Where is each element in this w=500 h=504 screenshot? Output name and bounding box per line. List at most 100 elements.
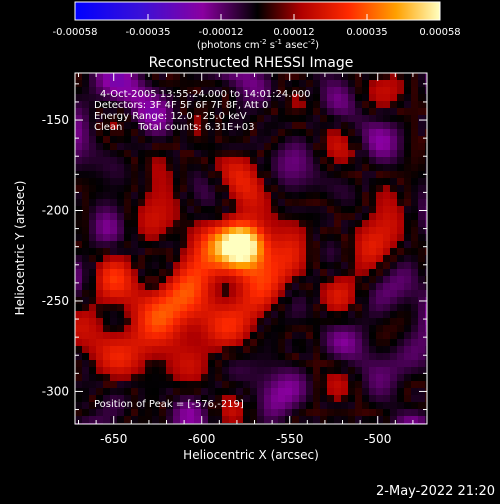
heatmap-cell [145, 402, 153, 410]
heatmap-cell [222, 332, 230, 340]
heatmap-cell [362, 402, 370, 410]
heatmap-cell [299, 388, 307, 396]
heatmap-cell [369, 318, 377, 326]
heatmap-cell [397, 325, 405, 333]
heatmap-cell [404, 311, 412, 319]
heatmap-cell [138, 185, 146, 193]
heatmap-cell [75, 185, 83, 193]
heatmap-cell [327, 367, 335, 375]
heatmap-cell [117, 248, 125, 256]
heatmap-cell [201, 290, 209, 298]
heatmap-cell [285, 241, 293, 249]
heatmap-cell [334, 255, 342, 263]
heatmap-cell [341, 150, 349, 158]
heatmap-cell [173, 178, 181, 186]
heatmap-cell [390, 276, 398, 284]
heatmap-cell [404, 276, 412, 284]
heatmap-cell [208, 94, 216, 102]
heatmap-cell [334, 248, 342, 256]
heatmap-cell [173, 234, 181, 242]
heatmap-cell [271, 332, 279, 340]
heatmap-cell [152, 87, 160, 95]
heatmap-cell [222, 206, 230, 214]
heatmap-cell [187, 374, 195, 382]
heatmap-cell [173, 374, 181, 382]
heatmap-cell [173, 262, 181, 270]
heatmap-cell [222, 297, 230, 305]
heatmap-cell [180, 101, 188, 109]
heatmap-cell [362, 150, 370, 158]
heatmap-cell [75, 122, 83, 130]
heatmap-cell [299, 297, 307, 305]
heatmap-cell [82, 269, 90, 277]
heatmap-cell [327, 304, 335, 312]
heatmap-cell [194, 367, 202, 375]
heatmap-cell [348, 248, 356, 256]
heatmap-cell [306, 255, 314, 263]
heatmap-cell [117, 346, 125, 354]
heatmap-cell [376, 143, 384, 151]
heatmap-cell [159, 353, 167, 361]
heatmap-cell [96, 227, 104, 235]
heatmap-cell [145, 311, 153, 319]
heatmap-cell [201, 283, 209, 291]
heatmap-cell [292, 157, 300, 165]
heatmap-cell [306, 157, 314, 165]
heatmap-cell [376, 213, 384, 221]
heatmap-cell [222, 164, 230, 172]
heatmap-cell [215, 395, 223, 403]
heatmap-cell [103, 122, 111, 130]
heatmap-cell [103, 164, 111, 172]
heatmap-cell [215, 269, 223, 277]
heatmap-cell [243, 276, 251, 284]
heatmap-cell [117, 227, 125, 235]
heatmap-cell [362, 192, 370, 200]
heatmap-cell [341, 367, 349, 375]
heatmap-cell [362, 164, 370, 172]
heatmap-cell [306, 213, 314, 221]
heatmap-cell [418, 129, 426, 137]
heatmap-cell [313, 311, 321, 319]
heatmap-cell [285, 150, 293, 158]
heatmap-cell [369, 346, 377, 354]
heatmap-cell [166, 395, 174, 403]
heatmap-cell [236, 339, 244, 347]
heatmap-cell [264, 206, 272, 214]
heatmap-cell [117, 150, 125, 158]
heatmap-cell [397, 157, 405, 165]
heatmap-cell [250, 73, 258, 81]
heatmap-cell [138, 297, 146, 305]
heatmap-cell [418, 73, 426, 81]
heatmap-cell [327, 164, 335, 172]
heatmap-cell [222, 367, 230, 375]
heatmap-cell [110, 192, 118, 200]
heatmap-cell [82, 178, 90, 186]
heatmap-cell [299, 73, 307, 81]
heatmap-cell [369, 220, 377, 228]
heatmap-cell [299, 402, 307, 410]
heatmap-cell [152, 199, 160, 207]
heatmap-cell [173, 213, 181, 221]
heatmap-cell [180, 164, 188, 172]
heatmap-cell [257, 255, 265, 263]
heatmap-cell [369, 409, 377, 417]
heatmap-cell [418, 192, 426, 200]
heatmap-cell [194, 409, 202, 417]
heatmap-cell [138, 318, 146, 326]
heatmap-cell [425, 157, 427, 165]
heatmap-cell [145, 374, 153, 382]
heatmap-cell [187, 297, 195, 305]
heatmap-cell [418, 269, 426, 277]
heatmap-cell [292, 220, 300, 228]
heatmap-cell [425, 402, 427, 410]
heatmap-cell [362, 206, 370, 214]
heatmap-cell [222, 325, 230, 333]
heatmap-cell [75, 164, 83, 172]
heatmap-cell [110, 213, 118, 221]
heatmap-cell [103, 87, 111, 95]
heatmap-cell [250, 395, 258, 403]
heatmap-cell [292, 374, 300, 382]
heatmap-cell [82, 157, 90, 165]
heatmap-cell [145, 122, 153, 130]
heatmap-cell [278, 381, 286, 389]
